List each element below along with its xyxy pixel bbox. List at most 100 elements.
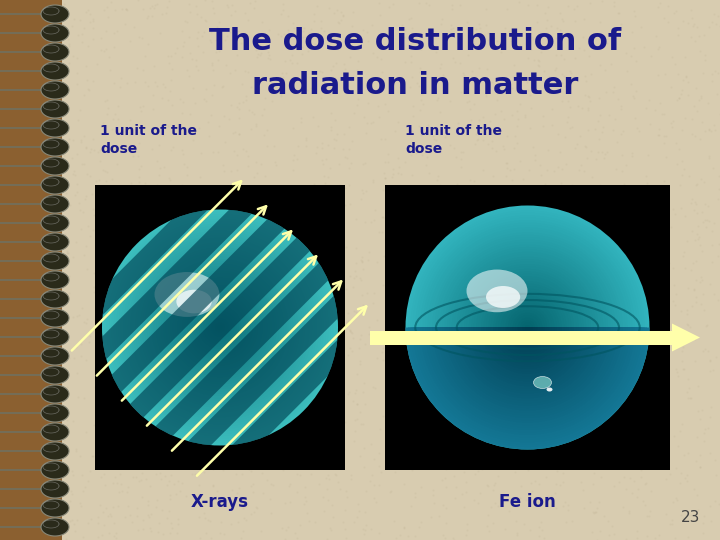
Polygon shape bbox=[41, 195, 69, 213]
Ellipse shape bbox=[206, 313, 234, 342]
Ellipse shape bbox=[474, 274, 581, 381]
Ellipse shape bbox=[166, 273, 274, 382]
Ellipse shape bbox=[210, 318, 230, 337]
Wedge shape bbox=[518, 327, 537, 338]
Polygon shape bbox=[0, 0, 358, 465]
Ellipse shape bbox=[217, 325, 222, 330]
Ellipse shape bbox=[534, 376, 552, 388]
Ellipse shape bbox=[213, 320, 227, 335]
Ellipse shape bbox=[486, 286, 569, 369]
Wedge shape bbox=[442, 327, 613, 413]
Ellipse shape bbox=[408, 208, 647, 447]
PathPatch shape bbox=[102, 210, 338, 446]
Polygon shape bbox=[41, 347, 69, 365]
Polygon shape bbox=[41, 176, 69, 194]
Ellipse shape bbox=[180, 287, 260, 368]
Ellipse shape bbox=[464, 264, 591, 391]
Ellipse shape bbox=[201, 309, 239, 346]
Text: radiation in matter: radiation in matter bbox=[252, 71, 578, 99]
Wedge shape bbox=[474, 327, 581, 381]
Wedge shape bbox=[413, 327, 642, 442]
Ellipse shape bbox=[447, 247, 608, 408]
Polygon shape bbox=[41, 480, 69, 498]
Ellipse shape bbox=[518, 318, 537, 338]
Ellipse shape bbox=[215, 323, 225, 332]
Ellipse shape bbox=[430, 230, 625, 425]
Ellipse shape bbox=[410, 211, 644, 444]
Ellipse shape bbox=[194, 301, 246, 354]
Wedge shape bbox=[418, 327, 637, 437]
Ellipse shape bbox=[486, 286, 520, 308]
Ellipse shape bbox=[204, 311, 236, 344]
Ellipse shape bbox=[104, 212, 336, 443]
Ellipse shape bbox=[469, 269, 586, 386]
Wedge shape bbox=[520, 327, 535, 335]
Ellipse shape bbox=[184, 292, 256, 363]
Ellipse shape bbox=[496, 296, 559, 359]
Ellipse shape bbox=[197, 304, 243, 351]
Ellipse shape bbox=[500, 301, 554, 354]
Polygon shape bbox=[41, 385, 69, 403]
Wedge shape bbox=[415, 327, 640, 440]
Wedge shape bbox=[510, 327, 544, 345]
Polygon shape bbox=[0, 0, 405, 513]
Ellipse shape bbox=[467, 269, 528, 312]
Bar bbox=[95, 185, 345, 470]
Wedge shape bbox=[505, 327, 549, 349]
Polygon shape bbox=[672, 323, 700, 352]
Wedge shape bbox=[428, 327, 628, 428]
Ellipse shape bbox=[192, 299, 248, 356]
Ellipse shape bbox=[481, 281, 574, 374]
Ellipse shape bbox=[428, 227, 628, 428]
Ellipse shape bbox=[140, 247, 300, 408]
Text: 23: 23 bbox=[680, 510, 700, 525]
Polygon shape bbox=[130, 238, 644, 540]
Wedge shape bbox=[440, 327, 616, 415]
Polygon shape bbox=[41, 404, 69, 422]
Wedge shape bbox=[435, 327, 620, 420]
Ellipse shape bbox=[420, 220, 635, 435]
Ellipse shape bbox=[432, 232, 623, 423]
Polygon shape bbox=[41, 271, 69, 289]
Ellipse shape bbox=[199, 306, 241, 349]
Ellipse shape bbox=[109, 217, 331, 438]
Wedge shape bbox=[464, 327, 591, 391]
Ellipse shape bbox=[415, 215, 640, 440]
Polygon shape bbox=[41, 461, 69, 479]
Ellipse shape bbox=[208, 316, 232, 339]
Polygon shape bbox=[0, 94, 501, 540]
Bar bbox=[0, 0, 62, 540]
Ellipse shape bbox=[513, 313, 542, 342]
Ellipse shape bbox=[176, 290, 212, 313]
Wedge shape bbox=[513, 327, 542, 342]
Polygon shape bbox=[41, 290, 69, 308]
Wedge shape bbox=[449, 327, 606, 406]
Ellipse shape bbox=[479, 279, 576, 376]
Wedge shape bbox=[425, 327, 630, 430]
Wedge shape bbox=[420, 327, 635, 435]
Polygon shape bbox=[41, 309, 69, 327]
Ellipse shape bbox=[484, 284, 572, 372]
Ellipse shape bbox=[413, 213, 642, 442]
Ellipse shape bbox=[152, 259, 289, 396]
Ellipse shape bbox=[456, 256, 598, 399]
Wedge shape bbox=[479, 327, 576, 376]
Ellipse shape bbox=[173, 280, 267, 375]
Ellipse shape bbox=[523, 322, 532, 333]
Ellipse shape bbox=[505, 306, 549, 349]
Ellipse shape bbox=[189, 297, 251, 358]
Wedge shape bbox=[476, 327, 579, 379]
Polygon shape bbox=[41, 100, 69, 118]
Ellipse shape bbox=[168, 275, 272, 380]
Text: X-rays: X-rays bbox=[191, 493, 249, 511]
Ellipse shape bbox=[498, 298, 557, 357]
Wedge shape bbox=[496, 327, 559, 359]
Ellipse shape bbox=[476, 276, 579, 379]
Ellipse shape bbox=[449, 249, 606, 406]
Ellipse shape bbox=[525, 325, 530, 330]
Ellipse shape bbox=[161, 268, 279, 387]
Polygon shape bbox=[41, 5, 69, 23]
Ellipse shape bbox=[135, 242, 305, 413]
Wedge shape bbox=[498, 327, 557, 357]
Wedge shape bbox=[484, 327, 572, 372]
